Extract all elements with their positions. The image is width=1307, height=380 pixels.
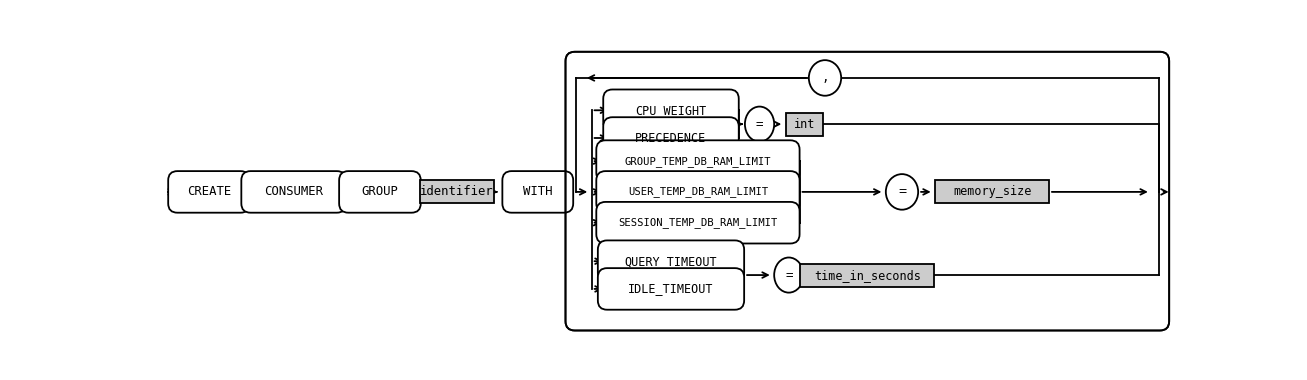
FancyBboxPatch shape — [604, 117, 738, 159]
FancyBboxPatch shape — [786, 112, 822, 136]
Text: int: int — [793, 118, 814, 131]
Text: WITH: WITH — [523, 185, 553, 198]
FancyBboxPatch shape — [935, 180, 1050, 203]
Text: CPU_WEIGHT: CPU_WEIGHT — [635, 104, 707, 117]
Ellipse shape — [886, 174, 918, 210]
FancyBboxPatch shape — [242, 171, 346, 213]
Text: =: = — [898, 185, 906, 198]
Text: =: = — [755, 118, 763, 131]
Text: USER_TEMP_DB_RAM_LIMIT: USER_TEMP_DB_RAM_LIMIT — [627, 187, 769, 197]
FancyBboxPatch shape — [604, 90, 738, 131]
Text: time_in_seconds: time_in_seconds — [814, 269, 920, 282]
FancyBboxPatch shape — [596, 202, 800, 244]
Text: ,: , — [821, 71, 829, 84]
Text: GROUP: GROUP — [362, 185, 399, 198]
Text: SESSION_TEMP_DB_RAM_LIMIT: SESSION_TEMP_DB_RAM_LIMIT — [618, 217, 778, 228]
Text: CREATE: CREATE — [187, 185, 231, 198]
Text: CONSUMER: CONSUMER — [264, 185, 323, 198]
Text: PRECEDENCE: PRECEDENCE — [635, 131, 707, 144]
Text: QUERY_TIMEOUT: QUERY_TIMEOUT — [625, 255, 718, 268]
FancyBboxPatch shape — [597, 268, 744, 310]
Text: GROUP_TEMP_DB_RAM_LIMIT: GROUP_TEMP_DB_RAM_LIMIT — [625, 156, 771, 166]
FancyBboxPatch shape — [597, 241, 744, 282]
Text: =: = — [786, 269, 792, 282]
FancyBboxPatch shape — [596, 171, 800, 213]
Text: memory_size: memory_size — [953, 185, 1031, 198]
FancyBboxPatch shape — [596, 140, 800, 182]
Text: IDLE_TIMEOUT: IDLE_TIMEOUT — [629, 282, 714, 295]
FancyBboxPatch shape — [169, 171, 250, 213]
FancyBboxPatch shape — [421, 180, 494, 203]
Ellipse shape — [809, 60, 842, 96]
FancyBboxPatch shape — [339, 171, 421, 213]
FancyBboxPatch shape — [800, 263, 935, 287]
Text: identifier: identifier — [420, 185, 494, 198]
Ellipse shape — [745, 106, 774, 142]
FancyBboxPatch shape — [502, 171, 574, 213]
Ellipse shape — [774, 258, 804, 293]
